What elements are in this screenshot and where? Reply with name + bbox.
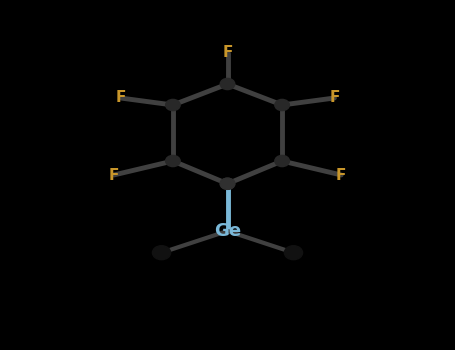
Circle shape: [275, 99, 289, 111]
Circle shape: [166, 99, 180, 111]
Circle shape: [166, 155, 180, 167]
Circle shape: [220, 178, 235, 189]
Circle shape: [152, 246, 171, 260]
Text: F: F: [116, 91, 126, 105]
Text: F: F: [336, 168, 346, 182]
Text: F: F: [109, 168, 119, 182]
Text: F: F: [222, 45, 233, 60]
Circle shape: [284, 246, 303, 260]
Circle shape: [275, 155, 289, 167]
Circle shape: [220, 78, 235, 90]
Text: F: F: [329, 91, 339, 105]
Circle shape: [220, 178, 235, 189]
Text: Ge: Ge: [214, 222, 241, 240]
